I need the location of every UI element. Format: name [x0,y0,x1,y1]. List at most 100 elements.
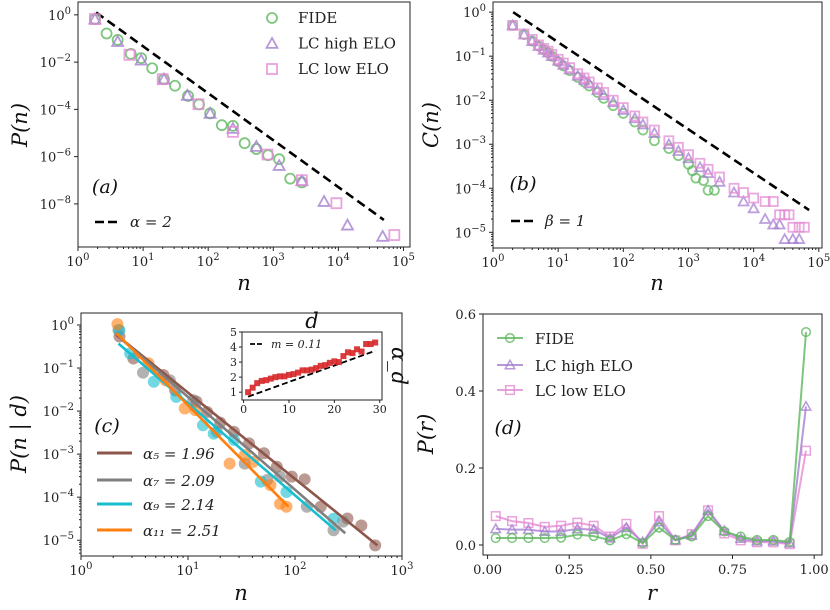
data-point-triangle [375,229,390,242]
data-point-triangle [766,217,780,230]
y-axis-label: P(n) [8,103,32,148]
y-tick-label: 100 [51,316,74,334]
data-point-square [267,375,274,382]
series-lc-low-elo [89,13,401,241]
data-point-square [702,163,714,175]
data-point-triangle [616,103,630,115]
y-axis-label: C(n) [419,102,443,148]
data-point-square [313,365,320,372]
data-point-triangle [489,522,502,534]
panel-label: (c) [94,415,119,437]
data-point-circle [247,455,260,468]
data-point-triangle [799,400,813,411]
x-tick-label: 100 [482,253,505,271]
data-point-square [637,116,649,128]
reference-line-slope [247,349,376,398]
data-point-triangle [702,504,715,515]
data-point-triangle [503,358,517,370]
x-tick-label: 102 [612,253,635,271]
data-point-square [261,148,274,161]
data-point-square [572,517,583,528]
y-tick-label: 10−2 [455,91,486,109]
y-tick-label: 10−6 [40,148,71,166]
fit-line [115,333,379,547]
x-tick-label: 0.75 [718,563,747,578]
data-point-circle [169,79,181,92]
data-point-circle [572,529,583,540]
data-point-square [299,367,306,374]
data-point-square [322,362,329,369]
fit-line [115,332,290,508]
plot-marks [506,11,810,244]
y-tick-label: 5 [230,326,237,339]
data-point-circle [146,62,159,75]
data-point-circle [702,184,714,196]
data-point-square [694,157,706,169]
data-point-triangle [758,212,772,224]
data-point-circle [686,531,697,542]
data-point-square [518,28,530,40]
data-point-triangle [340,217,355,231]
x-tick-label: 105 [392,252,415,270]
data-point-circle [170,390,183,403]
data-point-triangle [606,95,620,108]
panel-d: 0.00 0.25 0.50 0.75 1.00 0.0 0.2 0.4 0.6 FIDE LC h… [414,308,829,605]
inset-y-axis-label: α_d [387,347,411,385]
data-point-square [344,349,351,356]
x-tick-label: 104 [327,252,350,270]
data-point-triangle [681,151,695,164]
data-point-square [354,346,361,353]
data-point-triangle [203,106,218,119]
x-tick-label: 0.25 [555,563,584,578]
data-point-circle [227,119,239,132]
legend-label: α₁₁ = 2.51 [143,522,221,540]
data-point-square [363,341,370,348]
legend-label: α₇ = 2.09 [143,472,215,490]
plot-marks [87,11,401,242]
data-point-square [714,171,725,183]
legend-label-reference: β = 1 [544,212,585,230]
data-point-square [617,102,629,113]
x-tick-label: 0 [240,403,247,416]
y-tick-label: 2 [230,371,237,384]
x-axis-label: n [650,271,664,295]
plot-area [241,331,383,401]
x-tick-label: 10 [282,403,296,416]
data-point-square [349,350,356,357]
data-point-triangle [773,217,787,230]
x-axis-label: r [647,581,659,605]
data-point-square [607,94,619,106]
data-point-triangle [671,144,685,156]
data-point-circle [254,475,267,488]
data-point-circle [768,534,779,546]
y-axis-label: P(r) [414,414,438,456]
data-point-square [629,110,641,122]
data-point-square [783,209,795,221]
y-tick-label: 4 [230,341,237,354]
data-point-circle [588,531,599,542]
data-point-square [330,197,343,210]
data-point-circle [238,137,251,150]
y-tick-label: 10−4 [43,488,74,506]
data-point-triangle [587,523,600,535]
legend-label: FIDE [535,330,574,348]
data-point-triangle [180,88,195,101]
data-point-square [683,149,694,161]
x-tick-label: 103 [262,252,285,270]
data-point-square [564,62,576,74]
y-tick-label: 10−3 [43,445,74,463]
panel-b: 100 101 102 103 104 105 100 10−1 10−2 10−3 10−4 10−… [419,1,830,295]
data-point-square [192,98,205,111]
data-point-square [526,34,538,45]
legend-label: LC low ELO [298,60,389,78]
data-point-square [156,73,169,86]
data-point-square [227,125,239,138]
y-tick-label: 10−2 [40,53,71,71]
data-point-circle [207,427,220,440]
legend-label: FIDE [298,9,337,27]
data-point-circle [124,47,137,60]
panel-c-inset: 0 10 20 30 1 2 3 4 5 m = 0.11 d α_d [230,309,411,416]
data-point-square [285,371,292,378]
plot-area [77,1,411,248]
y-tick-label: 10−5 [455,223,486,241]
